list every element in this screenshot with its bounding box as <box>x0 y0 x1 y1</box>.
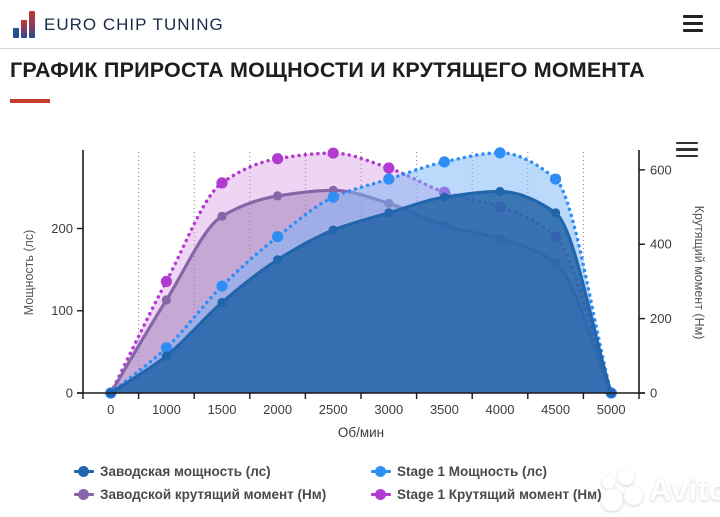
svg-text:Мощность (лс): Мощность (лс) <box>22 230 36 315</box>
title-underline <box>10 99 50 103</box>
svg-text:4500: 4500 <box>541 402 570 417</box>
header: EURO CHIP TUNING <box>0 0 720 49</box>
chart-legend: Заводская мощность (лс) Заводской крутящ… <box>74 460 674 505</box>
svg-text:0: 0 <box>107 402 114 417</box>
brand-name: EURO CHIP TUNING <box>44 15 224 34</box>
legend-item-stock-power[interactable]: Заводская мощность (лс) <box>74 460 371 482</box>
stage1-power-marker-icon <box>371 465 391 477</box>
chart-context-menu-icon[interactable] <box>676 142 698 157</box>
svg-text:1000: 1000 <box>152 402 181 417</box>
legend-label: Stage 1 Мощность (лс) <box>397 463 547 479</box>
brand-bars-icon <box>13 8 35 40</box>
legend-label: Stage 1 Крутящий момент (Нм) <box>397 486 602 502</box>
stage1-torque-marker-icon <box>371 488 391 500</box>
svg-text:4000: 4000 <box>486 402 515 417</box>
page-title: ГРАФИК ПРИРОСТА МОЩНОСТИ И КРУТЯЩЕГО МОМ… <box>10 58 645 82</box>
svg-text:5000: 5000 <box>597 402 626 417</box>
chart-canvas: 0 1000 1500 2000 2500 3000 3500 4000 4500 5000Об/… <box>22 147 706 440</box>
svg-text:1500: 1500 <box>208 402 237 417</box>
stock-torque-marker-icon <box>74 488 94 500</box>
legend-item-stock-torque[interactable]: Заводской крутящий момент (Нм) <box>74 483 371 505</box>
legend-item-stage1-torque[interactable]: Stage 1 Крутящий момент (Нм) <box>371 483 674 505</box>
svg-text:3000: 3000 <box>374 402 403 417</box>
svg-text:100: 100 <box>51 303 73 318</box>
stock-power-marker-icon <box>74 465 94 477</box>
svg-text:3500: 3500 <box>430 402 459 417</box>
svg-text:400: 400 <box>650 237 672 252</box>
svg-text:0: 0 <box>66 386 73 401</box>
legend-item-stage1-power[interactable]: Stage 1 Мощность (лс) <box>371 460 674 482</box>
menu-icon[interactable] <box>683 15 703 32</box>
power-torque-chart: 0 1000 1500 2000 2500 3000 3500 4000 4500 5000 Об/… <box>0 116 720 450</box>
svg-text:200: 200 <box>650 311 672 326</box>
svg-text:2000: 2000 <box>263 402 292 417</box>
legend-label: Заводской крутящий момент (Нм) <box>100 486 327 502</box>
brand[interactable]: EURO CHIP TUNING <box>13 8 224 40</box>
svg-text:Об/мин: Об/мин <box>338 425 384 440</box>
svg-text:200: 200 <box>51 221 73 236</box>
svg-text:600: 600 <box>650 162 672 177</box>
svg-text:Крутящий момент (Нм): Крутящий момент (Нм) <box>692 206 706 340</box>
svg-text:2500: 2500 <box>319 402 348 417</box>
legend-label: Заводская мощность (лс) <box>100 463 271 479</box>
svg-text:0: 0 <box>650 386 657 401</box>
